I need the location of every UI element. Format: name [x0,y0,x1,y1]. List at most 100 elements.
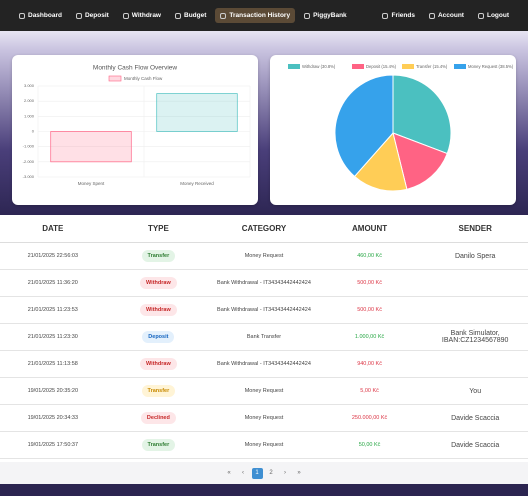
amount-cell: 5,00 Kč [316,377,423,405]
y-tick-label: 1.000 [24,113,35,118]
x-tick-label: Money Spent [78,181,105,186]
type-cell: Withdraw [105,269,212,297]
nav-icon [304,12,311,19]
type-badge: Deposit [142,331,175,343]
table-row: 21/01/2025 11:13:58 Withdraw Bank Withdraw… [0,350,528,378]
page-button[interactable]: 2 [269,470,273,476]
legend-label: Transfer (15.4%) [416,64,448,69]
pie-card: Withdraw (30.8%) Deposit (15.4%) Transfer … [270,55,516,205]
y-tick-label: 0 [32,129,35,134]
nav-item[interactable]: Deposit [71,8,114,23]
date-cell: 19/01/2025 17:50:37 [0,431,106,459]
date-cell: 19/01/2025 20:35:20 [0,377,106,405]
type-badge: Transfer [141,250,176,262]
nav-icon [477,12,484,19]
legend-label: Monthly Cash Flow [124,76,163,81]
nav-item[interactable]: Withdraw [118,8,166,23]
table-row: 19/01/2025 17:50:37 Transfer Money Request… [0,431,528,459]
sender-cell: Davide Scaccia [422,404,528,432]
nav-item[interactable]: Friends [377,8,419,23]
nav-icon [428,12,435,19]
category-cell: Bank Transfer [211,323,317,351]
type-badge: Transfer [141,385,176,397]
page-button[interactable]: » [297,470,301,476]
nav-label: Friends [391,12,415,19]
type-badge: Withdraw [140,358,177,370]
column-header: TYPE [105,215,212,243]
category-cell: Bank Withdrawal - IT34343442442424 [211,350,317,378]
nav-label: Dashboard [28,12,62,19]
amount-cell: 250.000,00 Kč [316,404,423,432]
chart-title: Monthly Cash Flow Overview [93,65,177,72]
amount-cell: 500,00 Kč [316,296,423,324]
amount-cell: 940,00 Kč [316,350,423,378]
table-row: 21/01/2025 11:23:53 Withdraw Bank Withdraw… [0,296,528,324]
nav-item[interactable]: Account [424,8,469,23]
y-tick-label: -1.000 [23,144,35,149]
type-cell: Withdraw [105,296,212,324]
nav-item[interactable]: Transaction History [215,8,296,23]
pie-slice [392,74,452,155]
transaction-table: DATE TYPE CATEGORY AMOUNT SENDER 21/01/2025 2… [0,215,528,459]
legend-swatch [352,64,364,69]
category-cell: Bank Withdrawal - IT34343442442424 [211,296,317,324]
x-tick-label: Money Received [180,181,214,186]
nav-item[interactable]: Logout [473,8,514,23]
bar [50,131,132,163]
page-button[interactable]: « [227,470,231,476]
nav-item[interactable]: PiggyBank [299,8,352,23]
category-cell: Money Request [211,377,317,405]
nav-item[interactable]: Budget [170,8,211,23]
date-cell: 21/01/2025 11:23:30 [0,323,106,351]
nav-icon [75,12,82,19]
type-badge: Transfer [141,439,176,451]
nav-label: Account [437,12,464,19]
date-cell: 21/01/2025 11:36:20 [0,269,106,297]
nav-label: Budget [184,12,207,19]
header-row: DATE TYPE CATEGORY AMOUNT SENDER [0,215,528,243]
amount-cell: 50,00 Kč [316,431,423,459]
table-row: 21/01/2025 11:23:30 Deposit Bank Transfer 1… [0,323,528,351]
amount-cell: 1.000,00 Kč [316,323,423,351]
type-badge: Withdraw [140,277,177,289]
nav-icon [19,12,25,19]
type-cell: Transfer [105,431,212,459]
sender-cell: Davide Scaccia [422,431,528,459]
legend-swatch [108,75,122,82]
nav-label: Logout [486,12,509,19]
category-cell: Bank Withdrawal - IT34343442442424 [211,269,317,297]
sender-cell: Danilo Spera [422,242,528,270]
legend-label: Withdraw (30.8%) [302,64,336,69]
type-cell: Transfer [105,242,212,270]
nav-icon [122,12,129,19]
sender-cell [422,296,528,324]
legend-swatch [402,64,414,69]
sender-cell: You [422,377,528,405]
page-button[interactable]: ‹ [242,470,244,476]
nav-icon [220,12,227,19]
pie-slice [392,132,448,190]
date-cell: 21/01/2025 22:56:03 [0,242,106,270]
column-header: DATE [0,215,106,243]
type-cell: Withdraw [105,350,212,378]
nav-item[interactable]: Dashboard [14,8,67,23]
type-cell: Declined [105,404,212,432]
page-button[interactable]: 1 [251,467,263,479]
type-badge: Declined [140,412,176,424]
legend-label: Money Request (38.5%) [468,64,514,69]
page-button[interactable]: › [284,470,286,476]
legend-swatch [288,64,300,69]
date-cell: 21/01/2025 11:13:58 [0,350,106,378]
y-tick-label: 3.000 [24,83,35,88]
type-cell: Transfer [105,377,212,405]
date-cell: 19/01/2025 20:34:33 [0,404,106,432]
legend-swatch [454,64,466,69]
pagination: « ‹ 1 2 › » [0,462,528,484]
y-tick-label: -3.000 [23,174,35,179]
y-tick-label: -2.000 [23,159,35,164]
sender-cell [422,269,528,297]
navbar: Dashboard Deposit Withdraw Budget Transactio… [0,0,528,31]
category-cell: Money Request [211,431,317,459]
pie-slice [353,131,408,192]
